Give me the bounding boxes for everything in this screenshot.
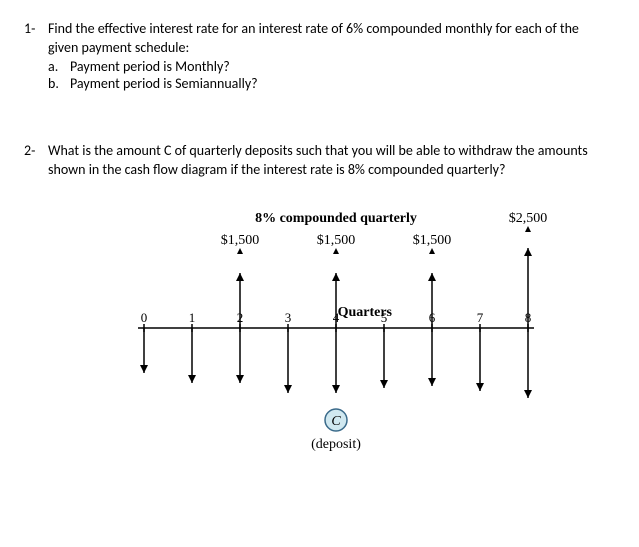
problem-2-line2: shown in the cash flow diagram if the in… xyxy=(24,161,615,178)
arrowhead-up-icon xyxy=(524,248,532,256)
tick-label: 8 xyxy=(525,310,532,325)
tick-label: 3 xyxy=(285,310,292,325)
sub-b-letter: b. xyxy=(48,75,70,92)
arrowhead-down-icon xyxy=(236,375,244,383)
arrowhead-down-icon xyxy=(476,383,484,391)
deposit-label: (deposit) xyxy=(311,437,361,452)
problem-1-text1: Find the effective interest rate for an … xyxy=(48,20,579,37)
withdrawal-amount: $2,500 xyxy=(509,211,548,226)
arrowhead-down-icon xyxy=(140,365,148,373)
problem-1-text2: given payment schedule: xyxy=(48,39,189,56)
withdrawal-amount: $1,500 xyxy=(317,233,356,248)
arrowhead-down-icon xyxy=(380,380,388,388)
cashflow-diagram: 8% compounded quarterly $1,500 $1,500 $1,50… xyxy=(24,208,615,468)
withdrawal-amount: $1,500 xyxy=(413,233,452,248)
arrowhead-down-icon xyxy=(524,390,532,398)
arrowhead-down-icon xyxy=(284,385,292,393)
arrowhead-down-icon xyxy=(332,385,340,393)
tick-label: 4 xyxy=(333,310,340,325)
sub-b-text: Payment period is Semiannually? xyxy=(70,75,258,92)
sub-a-text: Payment period is Monthly? xyxy=(70,58,230,75)
label-arrowhead-icon xyxy=(237,248,243,254)
problem-2: 2- What is the amount C of quarterly dep… xyxy=(24,142,615,178)
cashflow-svg: 8% compounded quarterly $1,500 $1,500 $1,50… xyxy=(124,208,564,468)
deposit-c-letter: C xyxy=(331,414,341,429)
tick-label: 5 xyxy=(381,310,388,325)
problem-1-line1: 1- Find the effective interest rate for … xyxy=(24,20,615,37)
arrowhead-up-icon xyxy=(332,273,340,281)
problem-1-sub-b: b. Payment period is Semiannually? xyxy=(24,75,615,92)
problem-1: 1- Find the effective interest rate for … xyxy=(24,20,615,92)
problem-2-line1: 2- What is the amount C of quarterly dep… xyxy=(24,142,615,159)
problem-2-text1: What is the amount C of quarterly deposi… xyxy=(48,142,588,159)
tick-label: 7 xyxy=(477,310,484,325)
problem-2-number: 2- xyxy=(24,142,48,159)
problem-1-number: 1- xyxy=(24,20,48,37)
tick-label: 1 xyxy=(189,310,196,325)
label-arrowhead-icon xyxy=(429,248,435,254)
problem-1-line2: given payment schedule: xyxy=(24,39,615,56)
label-arrowhead-icon xyxy=(333,248,339,254)
tick-label: 6 xyxy=(429,310,436,325)
arrowhead-up-icon xyxy=(428,273,436,281)
problem-2-text2: shown in the cash flow diagram if the in… xyxy=(48,161,505,178)
arrowhead-up-icon xyxy=(236,273,244,281)
sub-a-letter: a. xyxy=(48,58,70,75)
diagram-title: 8% compounded quarterly xyxy=(255,211,417,226)
tick-label: 0 xyxy=(141,310,148,325)
tick-label: 2 xyxy=(237,310,244,325)
arrowhead-down-icon xyxy=(188,375,196,383)
label-arrowhead-icon xyxy=(525,226,531,232)
problem-1-sub-a: a. Payment period is Monthly? xyxy=(24,58,615,75)
withdrawal-amount: $1,500 xyxy=(221,233,260,248)
arrowhead-down-icon xyxy=(428,378,436,386)
